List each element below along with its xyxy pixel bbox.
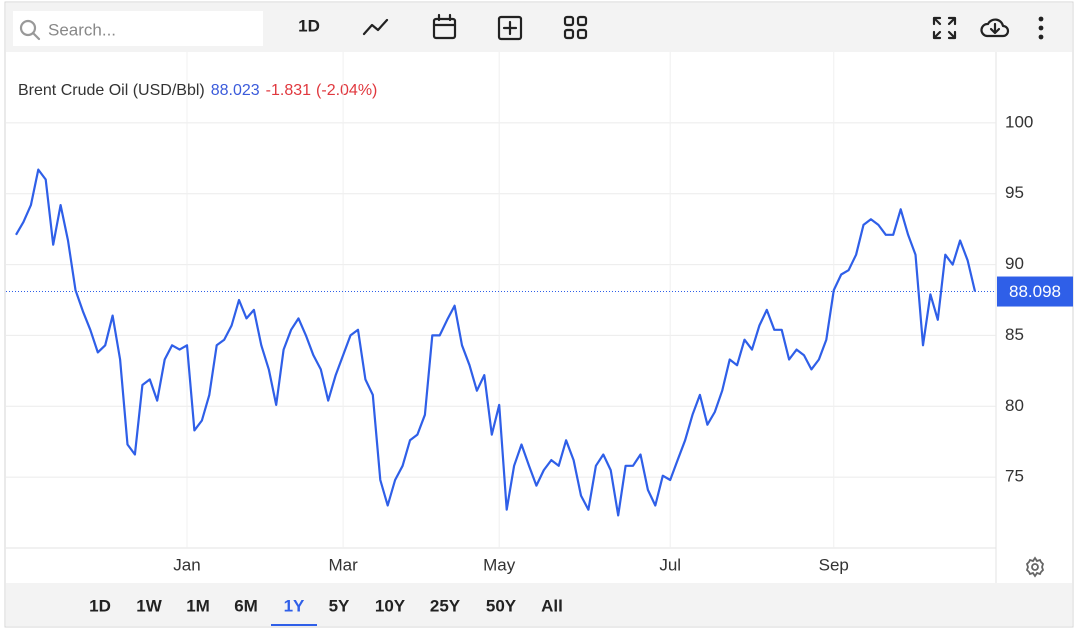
- add-indicator-icon[interactable]: [497, 15, 523, 41]
- y-tick-label: 100: [1005, 112, 1033, 131]
- range-bar: [6, 583, 1072, 626]
- range-button[interactable]: 1M: [186, 596, 210, 615]
- search-placeholder: Search...: [48, 20, 116, 39]
- fullscreen-icon[interactable]: [932, 16, 957, 40]
- x-tick-label: Jan: [173, 555, 200, 574]
- price-change-percent: (-2.04%): [316, 82, 377, 99]
- y-tick-label: 75: [1005, 467, 1024, 486]
- x-tick-label: Mar: [328, 555, 358, 574]
- current-price-label: 88.098: [1009, 282, 1061, 301]
- range-button[interactable]: 10Y: [375, 596, 406, 615]
- menu-icon[interactable]: [1038, 16, 1044, 40]
- x-tick-label: May: [483, 555, 516, 574]
- search-icon: [19, 19, 41, 41]
- y-tick-label: 95: [1005, 183, 1024, 202]
- x-tick-label: Sep: [819, 555, 849, 574]
- y-tick-label: 90: [1005, 254, 1024, 273]
- active-range-underline: [271, 624, 317, 626]
- current-price-badge: [997, 276, 1073, 307]
- y-tick-label: 80: [1005, 396, 1024, 415]
- chart-title: Brent Crude Oil (USD/Bbl): [18, 82, 205, 99]
- frame: [4, 1, 1074, 628]
- chart-type-icon[interactable]: [362, 18, 389, 36]
- range-button[interactable]: 25Y: [430, 596, 461, 615]
- price-change: -1.831: [266, 82, 311, 99]
- chart-header: Brent Crude Oil (USD/Bbl) 88.023 -1.831 …: [18, 82, 377, 99]
- layout-icon[interactable]: [563, 15, 588, 40]
- price-line: [15, 168, 977, 517]
- settings-icon[interactable]: [1025, 556, 1045, 578]
- y-tick-label: 85: [1005, 325, 1024, 344]
- range-button[interactable]: 1Y: [284, 596, 305, 615]
- search-box[interactable]: [13, 11, 263, 46]
- range-button[interactable]: 1D: [89, 596, 111, 615]
- x-tick-label: Jul: [659, 555, 681, 574]
- range-button[interactable]: 5Y: [329, 596, 350, 615]
- last-price: 88.023: [211, 82, 260, 99]
- range-button[interactable]: 6M: [234, 596, 258, 615]
- interval-button[interactable]: 1D: [298, 16, 320, 35]
- calendar-icon[interactable]: [432, 13, 457, 40]
- range-button[interactable]: 50Y: [486, 596, 517, 615]
- download-icon[interactable]: [980, 18, 1010, 38]
- range-button[interactable]: 1W: [136, 596, 162, 615]
- range-button[interactable]: All: [541, 596, 563, 615]
